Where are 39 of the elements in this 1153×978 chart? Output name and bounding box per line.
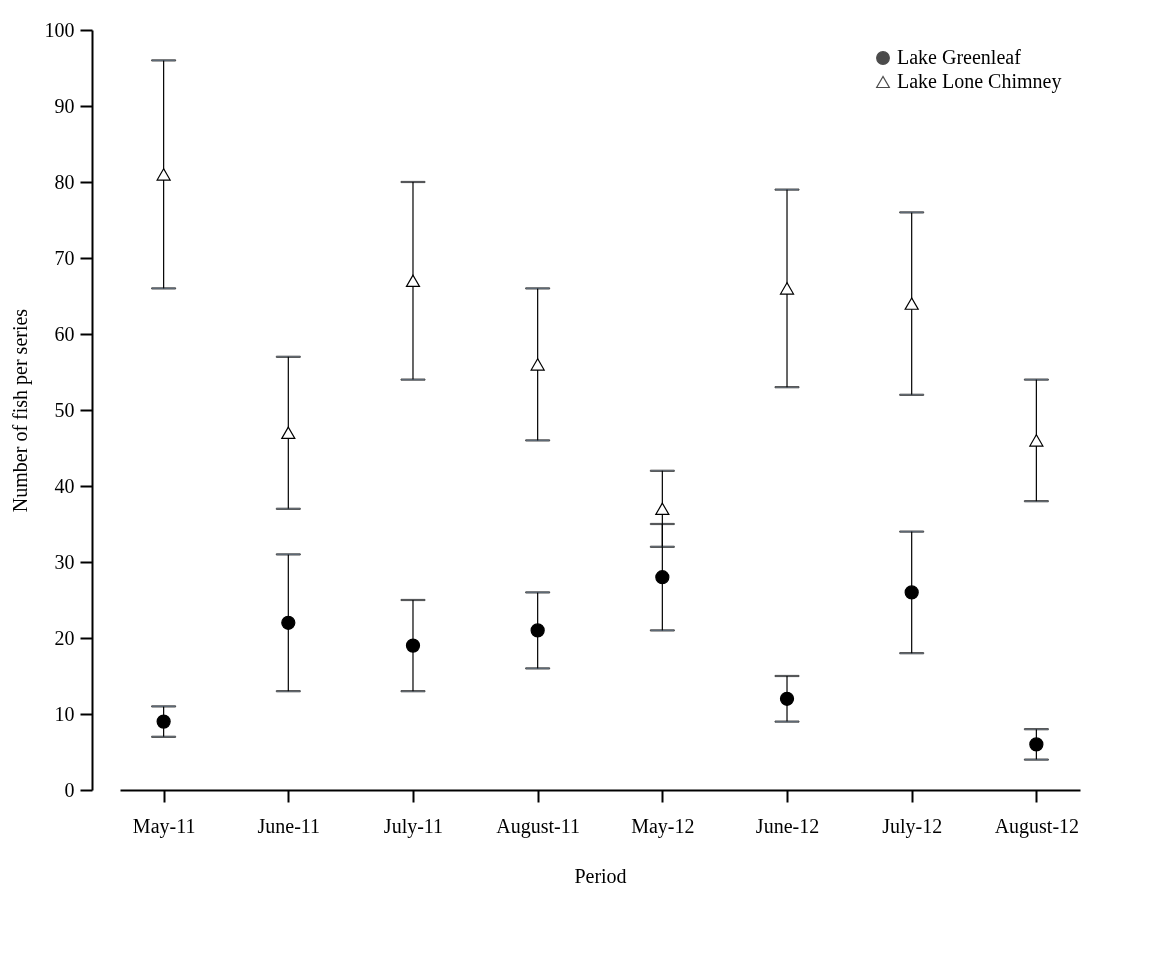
x-tick-label: May-12: [631, 814, 695, 838]
point: [156, 168, 171, 181]
y-tick-label: 50: [54, 398, 75, 421]
x-tick-label: July-11: [383, 814, 444, 838]
x-tick-label: May-11: [132, 814, 196, 838]
y-tick-label: 80: [54, 170, 75, 193]
x-tick-label: July-12: [882, 814, 943, 838]
point: [779, 282, 795, 295]
point: [281, 615, 296, 630]
y-tick-label: 90: [54, 94, 75, 117]
x-tick-label: August-11: [496, 814, 581, 838]
x-tick-label: June-11: [257, 814, 321, 837]
y-tick-label: 60: [54, 322, 75, 345]
y-tick-label: 100: [44, 18, 75, 41]
point: [1029, 434, 1044, 447]
point: [156, 714, 171, 729]
y-tick-label: 70: [54, 246, 75, 269]
x-tick-label: June-12: [755, 814, 820, 837]
x-tick-label: August-12: [994, 814, 1080, 838]
point: [530, 623, 545, 638]
point: [405, 274, 421, 288]
point: [655, 570, 670, 585]
y-tick-label: 0: [64, 778, 75, 801]
y-tick-label: 40: [54, 474, 75, 497]
y-tick-label: 10: [54, 702, 75, 725]
point: [779, 691, 795, 706]
legend-label: Lake Greenleaf: [897, 46, 1022, 68]
point: [904, 585, 919, 600]
y-tick-label: 20: [54, 626, 75, 649]
point: [1029, 737, 1044, 752]
point: [405, 638, 421, 653]
y-tick-label: 30: [54, 550, 75, 573]
y-axis-title: Number of fish per series: [8, 308, 32, 513]
point: [281, 426, 296, 440]
point: [904, 297, 919, 310]
point: [530, 358, 545, 371]
legend-label: Lake Lone Chimney: [897, 70, 1062, 93]
x-axis-title: Period: [574, 864, 627, 887]
point: [655, 502, 670, 516]
